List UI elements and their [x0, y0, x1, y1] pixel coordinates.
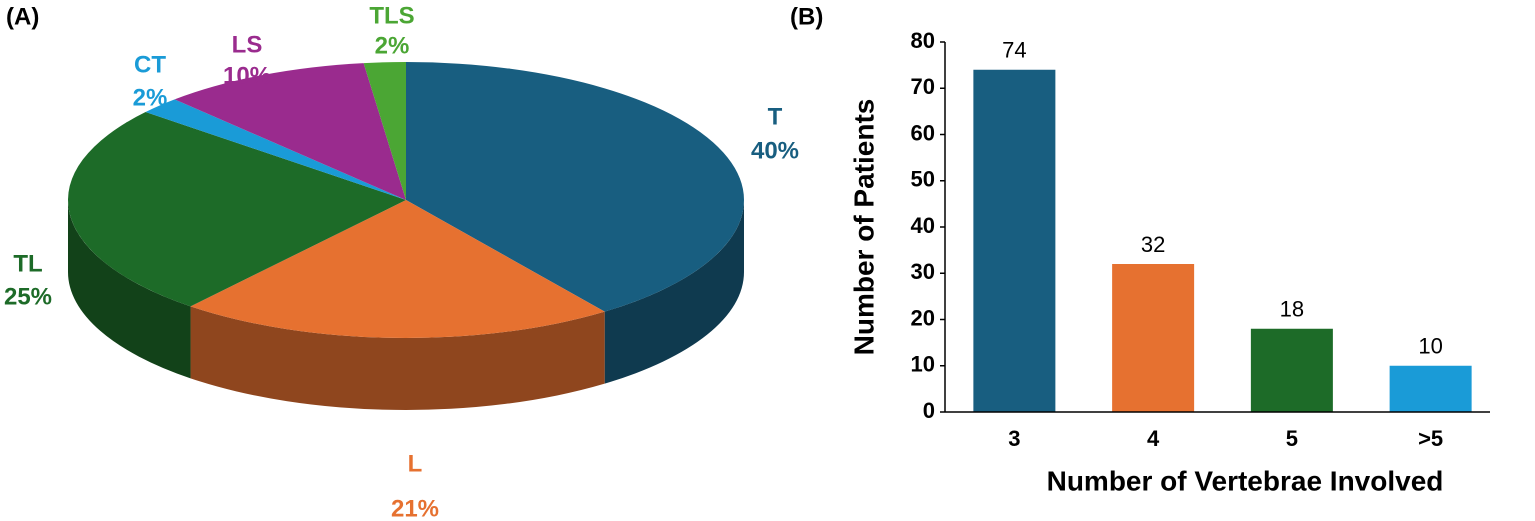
x-tick-label: >5 [1418, 426, 1443, 451]
pie-side [190, 306, 605, 411]
pie-side [68, 200, 191, 379]
slice-value-label: 10% [223, 62, 271, 89]
slice-value-label: 2% [133, 84, 168, 111]
pie-slice [67, 112, 406, 307]
bar-value-label: 18 [1280, 297, 1304, 322]
bar [973, 69, 1056, 412]
bar [1112, 264, 1195, 412]
y-tick-label: 0 [923, 398, 935, 423]
slice-label: TL [13, 250, 42, 277]
y-tick-label: 70 [911, 74, 935, 99]
slice-value-label: 21% [391, 495, 439, 521]
slice-value-label: 25% [4, 283, 52, 310]
y-tick-label: 40 [911, 213, 935, 238]
bar-value-label: 32 [1141, 232, 1165, 257]
pie-slice [406, 62, 745, 312]
x-tick-label: 5 [1286, 426, 1298, 451]
slice-value-label: 40% [751, 137, 799, 164]
y-tick-label: 10 [911, 352, 935, 377]
slice-label: L [408, 450, 423, 477]
pie-slice [174, 63, 406, 201]
slice-label: LS [232, 31, 263, 58]
slice-label: T [768, 103, 783, 130]
x-tick-label: 4 [1147, 426, 1160, 451]
y-tick-label: 50 [911, 167, 935, 192]
pie-side [604, 200, 744, 384]
y-tick-label: 20 [911, 305, 935, 330]
bar [1389, 365, 1472, 412]
slice-value-label: 2% [375, 32, 410, 59]
pie-slice [145, 99, 406, 200]
pie-slice [363, 62, 406, 200]
bar-value-label: 74 [1002, 38, 1026, 63]
panel-label: (A) [6, 3, 39, 30]
y-tick-label: 80 [911, 28, 935, 53]
bar-value-label: 10 [1418, 334, 1442, 359]
x-tick-label: 3 [1008, 426, 1020, 451]
bar [1250, 328, 1333, 412]
y-tick-label: 30 [911, 259, 935, 284]
y-tick-label: 60 [911, 120, 935, 145]
slice-label: CT [134, 51, 166, 78]
x-axis-label: Number of Vertebrae Involved [1047, 465, 1444, 496]
pie-slice [190, 200, 605, 339]
panel-label: (B) [790, 3, 823, 30]
y-axis-label: Number of Patients [848, 99, 879, 356]
slice-label: TLS [369, 2, 414, 29]
